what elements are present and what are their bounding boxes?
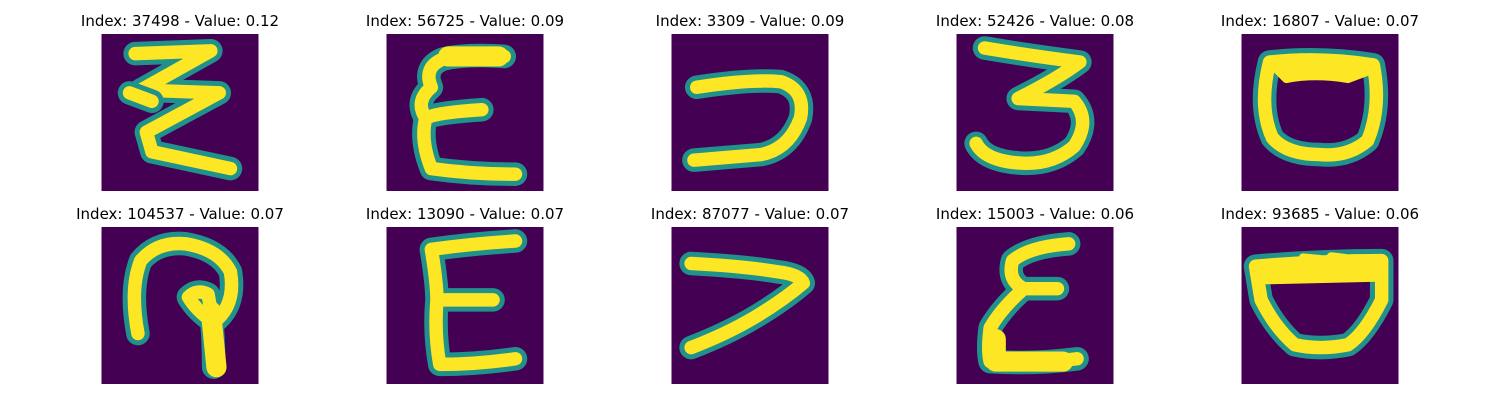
sample-cell: Index: 87077 - Value: 0.07 (630, 205, 870, 395)
digit-image-epsilon-e (386, 34, 544, 191)
sample-title: Index: 104537 - Value: 0.07 (76, 205, 284, 223)
sample-title: Index: 93685 - Value: 0.06 (1220, 205, 1420, 223)
sample-cell: Index: 13090 - Value: 0.07 (345, 205, 585, 395)
sample-title: Index: 56725 - Value: 0.09 (365, 12, 565, 30)
sample-title: Index: 15003 - Value: 0.06 (935, 205, 1135, 223)
digit-image-reversed-c (671, 34, 829, 191)
digit-image-seven (671, 227, 829, 384)
sample-cell: Index: 37498 - Value: 0.12 (60, 12, 300, 202)
sample-title: Index: 16807 - Value: 0.07 (1220, 12, 1420, 30)
digit-image-hook-p (101, 227, 259, 384)
digit-image-zigzag-3 (101, 34, 259, 191)
digit-image-block-e (386, 227, 544, 384)
digit-image-three (956, 34, 1114, 191)
sample-title: Index: 87077 - Value: 0.07 (650, 205, 850, 223)
digit-image-cup-o (1241, 34, 1399, 191)
sample-title: Index: 37498 - Value: 0.12 (80, 12, 280, 30)
sample-title: Index: 13090 - Value: 0.07 (365, 205, 565, 223)
sample-cell: Index: 104537 - Value: 0.07 (60, 205, 300, 395)
sample-cell: Index: 15003 - Value: 0.06 (915, 205, 1155, 395)
sample-cell: Index: 3309 - Value: 0.09 (630, 12, 870, 202)
sample-cell: Index: 16807 - Value: 0.07 (1200, 12, 1440, 202)
sample-cell: Index: 93685 - Value: 0.06 (1200, 205, 1440, 395)
sample-title: Index: 52426 - Value: 0.08 (935, 12, 1135, 30)
digit-image-script-e (956, 227, 1114, 384)
sample-cell: Index: 52426 - Value: 0.08 (915, 12, 1155, 202)
sample-cell: Index: 56725 - Value: 0.09 (345, 12, 585, 202)
digit-image-pot (1241, 227, 1399, 384)
sample-title: Index: 3309 - Value: 0.09 (655, 12, 845, 30)
